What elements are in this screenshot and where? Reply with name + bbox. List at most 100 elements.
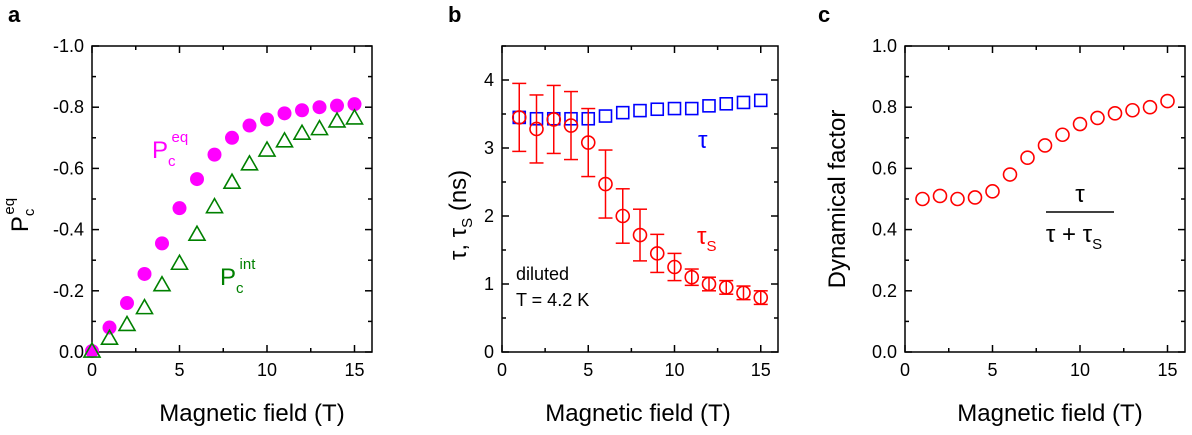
- panel-c: c Dynamical factor Magnetic field (T) τ …: [818, 2, 1186, 427]
- panel-b: b τ, τS (ns) Magnetic field (T) diluted …: [445, 2, 779, 427]
- plot-frame: [91, 45, 373, 353]
- y-tick-label: -0.8: [53, 97, 84, 117]
- panel-a-x-axis-label: Magnetic field (T): [159, 400, 344, 427]
- data-point: [85, 344, 99, 359]
- panel-c-formula-denominator: τ + τS: [1046, 221, 1102, 253]
- data-point: [684, 269, 700, 285]
- x-tick-label: 5: [583, 360, 593, 380]
- data-point: [915, 191, 930, 207]
- panel-a: a Pceq Magnetic field (T) Pceq Pcint 0 5 1…: [1, 2, 373, 427]
- data-point: [205, 197, 224, 214]
- data-point: [1107, 106, 1123, 121]
- data-point: [240, 154, 259, 171]
- data-point: [633, 103, 647, 118]
- series-1: [82, 108, 364, 358]
- data-point: [580, 135, 596, 150]
- data-point: [667, 259, 682, 275]
- data-point: [719, 97, 734, 111]
- data-point: [242, 118, 257, 133]
- data-point: [117, 314, 137, 332]
- y-tick-label: 0.0: [872, 342, 897, 362]
- x-tick-label: 0: [900, 360, 910, 380]
- x-tick-label: 10: [257, 360, 277, 380]
- panel-b-label: b: [448, 2, 461, 27]
- data-point: [260, 112, 274, 127]
- data-point: [295, 103, 309, 118]
- data-point: [1160, 93, 1175, 109]
- data-point: [598, 176, 613, 192]
- data-point: [753, 290, 769, 305]
- x-tick-label: 10: [664, 360, 684, 380]
- data-point: [985, 184, 1000, 199]
- data-point: [292, 123, 312, 141]
- data-point: [1037, 138, 1053, 153]
- data-point: [137, 266, 152, 281]
- y-tick-label: 0.8: [872, 97, 897, 117]
- x-tick-label: 15: [344, 360, 364, 380]
- y-tick-label: 0: [484, 342, 494, 362]
- panel-a-series-label-eq: Pceq: [152, 129, 188, 170]
- data-point: [347, 97, 362, 112]
- x-tick-label: 5: [174, 360, 184, 380]
- data-point: [615, 105, 630, 120]
- panel-b-x-axis-label: Magnetic field (T): [545, 400, 730, 427]
- data-point: [701, 276, 717, 292]
- x-tick-label: 0: [497, 360, 507, 380]
- data-point: [100, 328, 119, 346]
- series-0: [512, 93, 768, 126]
- panel-b-series-label-tau-s: τS: [697, 223, 717, 255]
- data-point: [718, 280, 734, 295]
- data-point: [120, 296, 134, 311]
- data-point: [170, 253, 189, 271]
- data-point: [932, 188, 948, 204]
- panel-c-y-axis-label: Dynamical factor: [824, 110, 851, 289]
- data-point: [546, 112, 562, 127]
- data-point: [736, 285, 751, 301]
- data-point: [667, 101, 682, 116]
- data-point: [632, 227, 648, 243]
- data-point: [1090, 110, 1105, 126]
- plot-frame: [904, 45, 1186, 353]
- y-tick-label: -0.4: [53, 220, 84, 240]
- data-point: [598, 109, 613, 123]
- y-tick-label: 1.0: [872, 36, 897, 56]
- panel-c-x-axis-label: Magnetic field (T): [957, 400, 1142, 427]
- panel-b-series-label-tau: τ: [698, 127, 708, 154]
- series-0: [85, 97, 362, 359]
- data-point: [649, 246, 665, 261]
- data-point: [102, 320, 117, 335]
- data-point: [172, 201, 187, 216]
- data-point: [684, 101, 699, 116]
- data-point: [330, 98, 344, 113]
- x-tick-label: 0: [87, 360, 97, 380]
- series-1: [511, 82, 769, 306]
- data-point: [190, 172, 204, 187]
- data-point: [1002, 167, 1018, 182]
- panel-c-formula-numerator: τ: [1075, 181, 1085, 208]
- data-point: [736, 95, 751, 110]
- plot-frame: [501, 45, 779, 353]
- panel-b-y-axis-label: τ, τS (ns): [445, 170, 476, 260]
- data-point: [1072, 116, 1088, 132]
- data-point: [222, 172, 242, 189]
- y-tick-label: 0.2: [872, 281, 897, 301]
- data-point: [225, 130, 239, 145]
- data-point: [563, 118, 579, 133]
- data-point: [967, 190, 983, 205]
- y-tick-label: -0.6: [53, 158, 84, 178]
- data-point: [277, 106, 292, 121]
- data-point: [135, 298, 154, 315]
- panel-b-annotation-line1: diluted: [516, 264, 569, 284]
- data-point: [1125, 102, 1140, 118]
- data-point: [1055, 127, 1070, 143]
- y-tick-label: -0.2: [53, 281, 84, 301]
- data-point: [529, 121, 544, 137]
- panel-c-label: c: [818, 2, 830, 27]
- data-point: [327, 111, 347, 128]
- data-point: [187, 224, 207, 241]
- data-point: [275, 131, 294, 148]
- x-tick-label: 5: [987, 360, 997, 380]
- x-tick-label: 10: [1070, 360, 1090, 380]
- data-point: [950, 191, 965, 207]
